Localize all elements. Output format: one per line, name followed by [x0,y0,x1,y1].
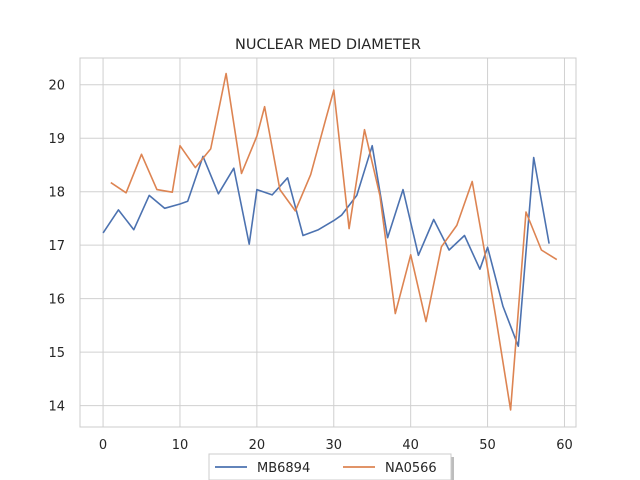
y-tick-label: 18 [48,186,65,201]
x-tick-label: 60 [556,438,573,453]
y-tick-label: 16 [48,293,65,308]
x-tick-label: 50 [479,438,496,453]
plot-area [79,57,577,428]
x-tick-label: 10 [172,438,189,453]
x-axis: 0 10 20 30 40 50 60 [99,438,573,453]
y-tick-label: 15 [48,346,65,361]
legend: MB6894 NA0566 [208,453,454,480]
y-axis: 14 15 16 17 18 19 20 [48,79,65,415]
y-tick-label: 20 [48,79,65,94]
y-tick-label: 17 [48,239,65,254]
y-tick-label: 14 [48,400,65,415]
series-lines [102,72,558,411]
legend-label-mb6894: MB6894 [257,461,310,476]
series-line-mb6894 [102,144,550,348]
grid [80,58,576,427]
x-tick-label: 20 [249,438,266,453]
legend-box [208,453,452,480]
y-tick-label: 19 [48,132,65,147]
legend-label-na0566: NA0566 [385,461,437,476]
chart-title: NUCLEAR MED DIAMETER [235,37,421,53]
x-tick-label: 40 [402,438,419,453]
series-line-na0566 [110,72,558,411]
x-tick-label: 30 [325,438,342,453]
x-tick-label: 0 [99,438,107,453]
